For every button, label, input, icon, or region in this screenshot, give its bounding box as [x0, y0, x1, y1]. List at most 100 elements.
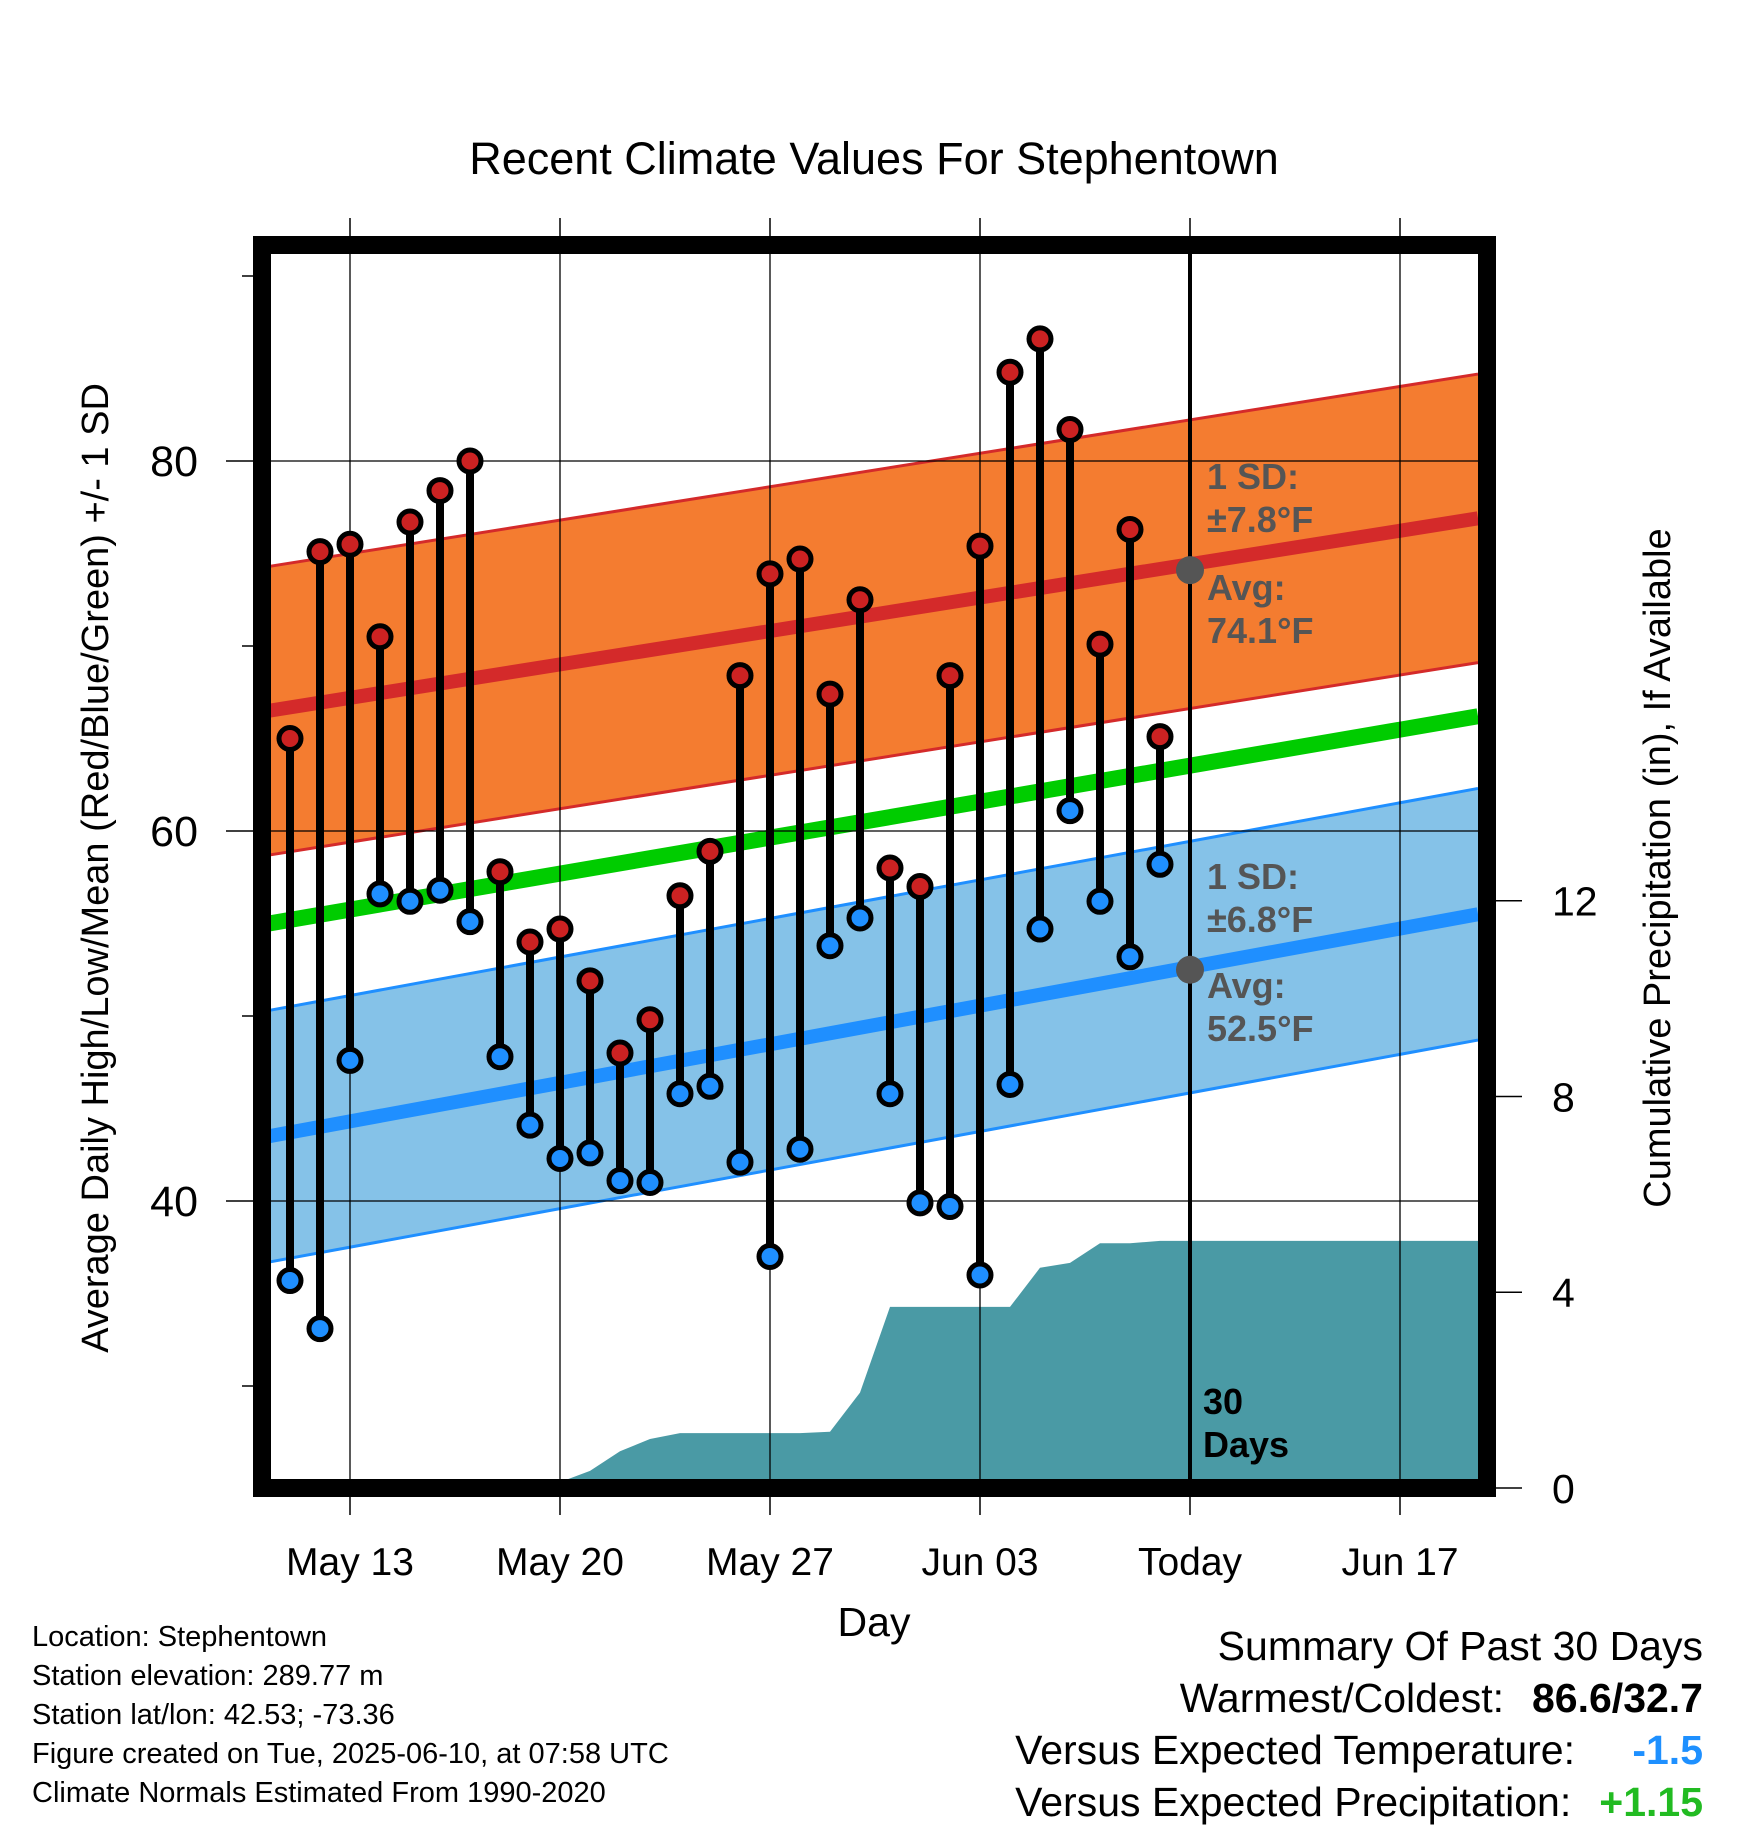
daily-high-point [546, 915, 574, 943]
x-tick-label: Jun 17 [1341, 1541, 1458, 1584]
x-tick-label: Today [1138, 1541, 1243, 1584]
summary-panel: Summary Of Past 30 Days Warmest/Coldest:… [1015, 1620, 1703, 1828]
daily-high-point [966, 532, 994, 560]
elevation-text: Station elevation: 289.77 m [32, 1660, 384, 1692]
daily-low-point [546, 1144, 574, 1172]
normal-low-avg-line [267, 907, 1480, 1144]
high-sd-label: 1 SD: [1207, 456, 1299, 497]
today-low-avg-marker [1176, 955, 1204, 984]
daily-high-point [696, 837, 724, 865]
daily-high-point [306, 538, 334, 566]
daily-high-point [726, 662, 754, 690]
daily-low-point [1086, 887, 1114, 915]
x-tick-label: May 20 [496, 1541, 624, 1584]
daily-high-point [456, 447, 484, 475]
daily-high-point [276, 725, 304, 752]
y-tick-label: 40 [150, 1178, 198, 1226]
daily-high-point [1056, 416, 1084, 444]
x-tick-label: May 27 [706, 1541, 834, 1584]
daily-high-point [396, 508, 424, 536]
daily-low-point [576, 1139, 604, 1167]
precip-anomaly-label: Versus Expected Precipitation: [1015, 1779, 1572, 1825]
latlon-text: Station lat/lon: 42.53; -73.36 [32, 1699, 395, 1731]
daily-low-point [786, 1135, 814, 1163]
location-text: Location: Stephentown [32, 1621, 328, 1653]
y2-tick-label: 0 [1552, 1466, 1575, 1512]
daily-low-point [486, 1043, 514, 1071]
y-tick-label: 60 [150, 808, 198, 856]
daily-low-point [636, 1169, 664, 1196]
daily-high-point [426, 477, 454, 505]
daily-low-point [666, 1080, 694, 1108]
warmest-coldest-label: Warmest/Coldest: [1179, 1675, 1504, 1721]
warmest-coldest-row: Warmest/Coldest: 86.6/32.7 [1015, 1672, 1703, 1724]
daily-low-point [936, 1193, 964, 1221]
daily-high-point [816, 680, 844, 708]
daily-high-point [366, 623, 394, 651]
station-info: Location: Stephentown Station elevation:… [32, 1618, 669, 1813]
daily-high-point [756, 560, 784, 588]
daily-high-point [786, 545, 814, 573]
daily-low-point [426, 876, 454, 904]
daily-low-point [876, 1080, 904, 1108]
daily-low-point [516, 1111, 544, 1139]
daily-low-point [816, 932, 844, 960]
x-tick-label: Jun 03 [921, 1541, 1038, 1584]
normal-low-band-lower-edge [268, 1038, 1479, 1264]
low-sd-label: 1 SD: [1207, 856, 1299, 897]
daily-high-point [576, 967, 604, 995]
y-axis-label: Average Daily High/Low/Mean (Red/Blue/Gr… [75, 383, 117, 1353]
normal-low-band-upper-edge [268, 786, 1479, 1012]
precip-area [350, 1240, 1478, 1488]
today-high-avg-marker [1176, 556, 1204, 585]
daily-high-point [516, 928, 544, 956]
daily-high-point [846, 586, 874, 614]
daily-high-point [486, 858, 514, 886]
daily-low-point [756, 1243, 784, 1270]
daily-high-point [336, 530, 364, 558]
daily-low-point [606, 1167, 634, 1195]
daily-low-point [846, 904, 874, 932]
daily-high-point [1086, 630, 1114, 658]
today-days-label: Days [1203, 1424, 1289, 1465]
daily-low-point [696, 1072, 724, 1100]
daily-high-point [1026, 325, 1054, 353]
daily-low-point [726, 1148, 754, 1176]
daily-high-point [936, 662, 964, 690]
daily-low-point [306, 1315, 334, 1343]
daily-high-point [1146, 723, 1174, 751]
daily-high-point [996, 358, 1024, 386]
normals-text: Climate Normals Estimated From 1990-2020 [32, 1777, 606, 1809]
y-tick-label: 80 [150, 438, 198, 486]
daily-low-point [1026, 915, 1054, 943]
y2-axis-label: Cumulative Precipitation (in), If Availa… [1637, 528, 1679, 1207]
temp-anomaly-row: Versus Expected Temperature: -1.5 [1015, 1724, 1703, 1776]
low-sd-value: ±6.8°F [1207, 899, 1313, 940]
x-tick-label: May 13 [286, 1541, 414, 1584]
today-30-label: 30 [1203, 1381, 1243, 1422]
daily-high-point [606, 1039, 634, 1067]
daily-low-point [1056, 797, 1084, 825]
daily-low-point [456, 908, 484, 936]
daily-high-point [666, 882, 694, 910]
created-text: Figure created on Tue, 2025-06-10, at 07… [32, 1738, 669, 1770]
temp-anomaly-value: -1.5 [1632, 1727, 1703, 1773]
daily-high-point [1116, 515, 1144, 543]
temp-anomaly-label: Versus Expected Temperature: [1015, 1727, 1575, 1773]
x-axis-label: Day [838, 1599, 911, 1645]
precip-anomaly-row: Versus Expected Precipitation: +1.15 [1015, 1776, 1703, 1828]
daily-low-point [276, 1267, 304, 1295]
daily-high-point [876, 854, 904, 882]
low-avg-value: 52.5°F [1207, 1008, 1313, 1049]
chart-title: Recent Climate Values For Stephentown [469, 133, 1279, 184]
daily-low-point [366, 880, 394, 908]
high-avg-value: 74.1°F [1207, 610, 1313, 651]
daily-low-point [336, 1046, 364, 1074]
y2-tick-label: 12 [1552, 879, 1598, 925]
y2-tick-label: 8 [1552, 1074, 1575, 1120]
low-avg-label: Avg: [1207, 965, 1286, 1006]
warmest-coldest-value: 86.6/32.7 [1532, 1675, 1703, 1721]
daily-low-point [396, 887, 424, 915]
high-sd-value: ±7.8°F [1207, 499, 1313, 540]
precip-anomaly-value: +1.15 [1599, 1779, 1703, 1825]
